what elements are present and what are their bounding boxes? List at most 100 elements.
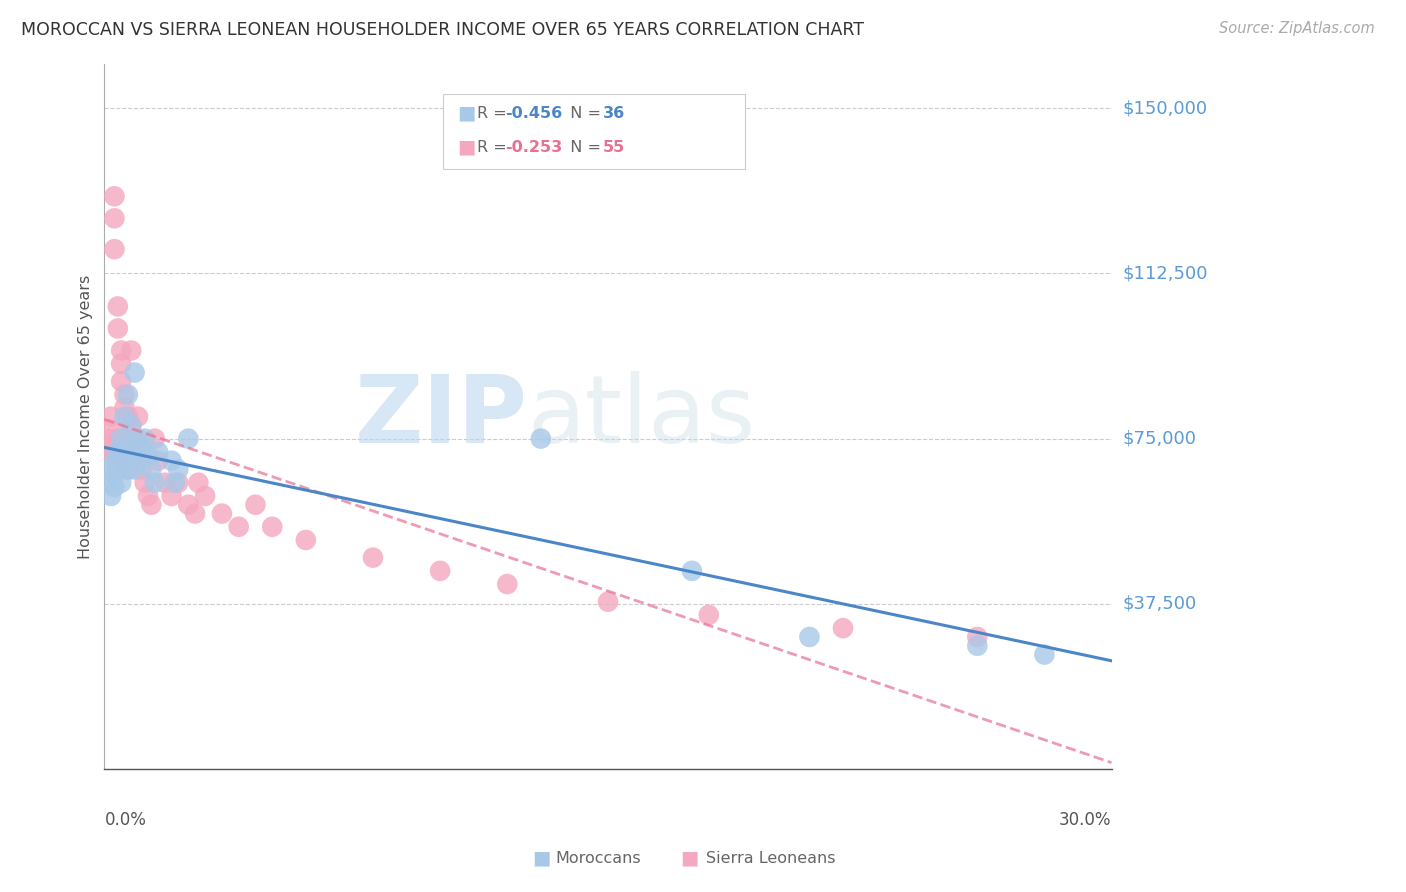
Text: R =: R = (477, 140, 512, 154)
Point (114, 387, 136, 401)
Point (107, 300, 129, 314)
Point (134, 475, 156, 490)
Point (114, 453, 136, 467)
Point (110, 475, 132, 490)
Point (177, 432, 200, 446)
Point (103, 467, 125, 481)
Point (120, 343, 142, 358)
Point (799, 630, 821, 644)
Y-axis label: Householder Income Over 65 years: Householder Income Over 65 years (79, 275, 93, 558)
Point (131, 441, 153, 455)
Point (107, 445, 129, 459)
Point (114, 441, 136, 455)
Point (167, 475, 190, 490)
Point (100, 409, 122, 424)
Text: 55: 55 (603, 140, 626, 154)
Point (160, 453, 183, 467)
Text: ZIP: ZIP (354, 370, 527, 463)
Point (127, 453, 149, 467)
Point (429, 564, 451, 578)
Point (117, 445, 139, 459)
Point (131, 462, 153, 476)
Point (103, 242, 125, 256)
Point (143, 432, 166, 446)
Point (97, 445, 120, 459)
Text: $37,500: $37,500 (1123, 595, 1197, 613)
Point (120, 418, 142, 433)
Point (295, 533, 318, 547)
Text: $150,000: $150,000 (1123, 99, 1208, 117)
Point (117, 462, 139, 476)
Point (103, 480, 125, 494)
Point (107, 432, 129, 446)
Point (262, 520, 284, 534)
Point (110, 450, 132, 464)
Point (110, 375, 132, 389)
Point (496, 577, 519, 591)
Point (103, 189, 125, 203)
Text: R =: R = (477, 106, 512, 120)
Point (107, 321, 129, 335)
Point (681, 564, 703, 578)
Point (1033, 648, 1056, 662)
Point (120, 445, 142, 459)
Text: ■: ■ (457, 103, 475, 123)
Text: 36: 36 (603, 106, 626, 120)
Text: $75,000: $75,000 (1123, 430, 1197, 448)
Point (966, 639, 988, 653)
Point (127, 409, 149, 424)
Text: Moroccans: Moroccans (555, 851, 641, 865)
Point (134, 432, 156, 446)
Point (100, 423, 122, 437)
Text: -0.456: -0.456 (505, 106, 562, 120)
Point (141, 498, 163, 512)
Point (141, 462, 163, 476)
Text: Source: ZipAtlas.com: Source: ZipAtlas.com (1219, 21, 1375, 36)
Point (117, 387, 139, 401)
Point (184, 507, 207, 521)
Text: ■: ■ (531, 848, 551, 868)
Point (100, 462, 122, 476)
Point (110, 432, 132, 446)
Point (97, 475, 120, 490)
Text: MOROCCAN VS SIERRA LEONEAN HOUSEHOLDER INCOME OVER 65 YEARS CORRELATION CHART: MOROCCAN VS SIERRA LEONEAN HOUSEHOLDER I… (21, 21, 865, 38)
Point (211, 507, 233, 521)
Point (114, 409, 136, 424)
Point (127, 445, 149, 459)
Text: $112,500: $112,500 (1123, 264, 1208, 283)
Point (136, 450, 159, 464)
Point (103, 453, 125, 467)
Text: ■: ■ (679, 848, 699, 868)
Text: ■: ■ (457, 137, 475, 157)
Point (124, 462, 146, 476)
Text: Sierra Leoneans: Sierra Leoneans (706, 851, 835, 865)
Point (697, 607, 720, 622)
Point (117, 462, 139, 476)
Point (103, 211, 125, 226)
Text: 0.0%: 0.0% (104, 811, 146, 829)
Point (110, 441, 132, 455)
Point (100, 489, 122, 503)
Point (167, 462, 190, 476)
Point (120, 418, 142, 433)
Text: 30.0%: 30.0% (1059, 811, 1112, 829)
Point (146, 453, 169, 467)
Point (124, 366, 146, 380)
Point (127, 432, 149, 446)
Point (100, 441, 122, 455)
Text: atlas: atlas (527, 370, 755, 463)
Point (530, 432, 553, 446)
Point (117, 432, 139, 446)
Point (117, 409, 139, 424)
Point (124, 453, 146, 467)
Point (966, 630, 988, 644)
Point (143, 475, 166, 490)
Point (110, 343, 132, 358)
Text: -0.253: -0.253 (505, 140, 562, 154)
Point (832, 621, 855, 635)
Point (596, 595, 619, 609)
Point (361, 550, 384, 565)
Point (187, 475, 209, 490)
Point (97, 432, 120, 446)
Point (163, 475, 186, 490)
